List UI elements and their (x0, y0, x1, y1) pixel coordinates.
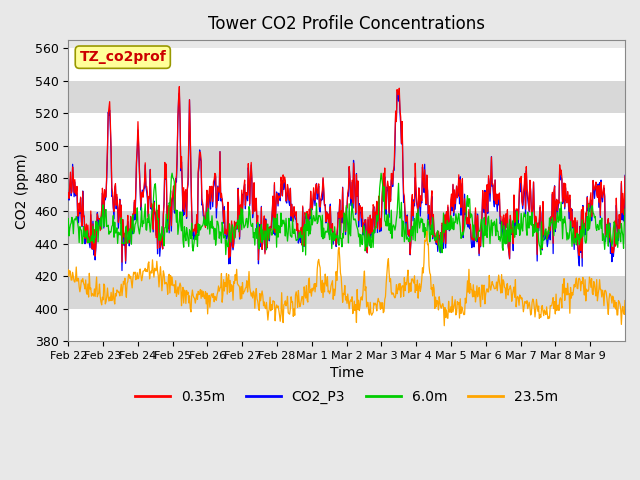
Bar (68, 309, 625, 341)
Text: TZ_co2prof: TZ_co2prof (79, 50, 166, 64)
Bar (68, 276, 625, 309)
Bar (68, 113, 625, 146)
Y-axis label: CO2 (ppm): CO2 (ppm) (15, 153, 29, 228)
X-axis label: Time: Time (330, 366, 364, 381)
Title: Tower CO2 Profile Concentrations: Tower CO2 Profile Concentrations (208, 15, 485, 33)
Bar (68, 211, 625, 243)
Bar (68, 48, 625, 81)
Bar (68, 81, 625, 113)
Bar (68, 179, 625, 211)
Legend: 0.35m, CO2_P3, 6.0m, 23.5m: 0.35m, CO2_P3, 6.0m, 23.5m (129, 384, 564, 409)
Bar (68, 146, 625, 179)
Bar (68, 243, 625, 276)
